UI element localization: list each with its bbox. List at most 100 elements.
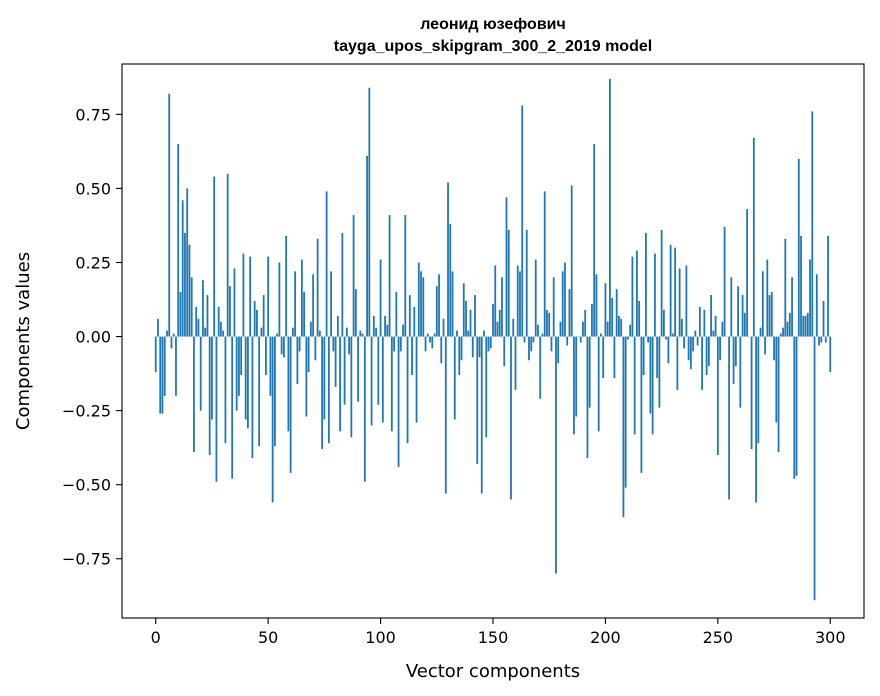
bar — [361, 333, 364, 337]
bar — [512, 318, 515, 337]
bar — [282, 336, 285, 358]
bar — [501, 277, 503, 337]
bar — [528, 336, 530, 361]
bar — [384, 315, 386, 337]
bar — [510, 336, 512, 500]
bar — [629, 324, 632, 337]
bar — [737, 286, 739, 337]
bar — [314, 336, 317, 361]
bar — [217, 306, 220, 337]
bar — [213, 176, 216, 337]
bar — [339, 336, 342, 432]
bar — [746, 209, 748, 337]
bar — [298, 336, 301, 352]
bar — [750, 336, 753, 450]
bar — [483, 330, 485, 337]
bar — [611, 298, 614, 337]
bar — [514, 336, 517, 390]
bar — [530, 336, 533, 352]
bar — [309, 321, 312, 337]
bar — [456, 330, 458, 337]
bar — [413, 306, 416, 337]
bar — [755, 336, 757, 503]
bar — [671, 333, 674, 337]
bar — [739, 336, 742, 408]
bar — [471, 336, 474, 358]
bar — [757, 336, 760, 444]
bars — [154, 78, 832, 601]
bar — [386, 324, 389, 337]
bar — [197, 318, 200, 337]
bar — [327, 336, 330, 444]
bar — [449, 223, 452, 337]
bar — [285, 235, 288, 337]
bar — [345, 327, 348, 337]
bar — [330, 271, 333, 337]
bar — [537, 324, 539, 337]
bar — [552, 277, 555, 337]
bar — [773, 336, 775, 361]
bar — [791, 277, 793, 337]
x-tick-label: 150 — [478, 628, 509, 647]
bar — [559, 321, 562, 337]
bar — [588, 336, 591, 408]
bar — [229, 286, 231, 337]
bar — [620, 318, 623, 337]
bar — [613, 336, 616, 379]
bar — [433, 333, 436, 337]
bar — [606, 321, 609, 337]
y-tick-label: −0.75 — [62, 550, 111, 569]
bar — [235, 336, 238, 411]
bar — [507, 229, 510, 337]
bar — [573, 336, 575, 435]
bar — [743, 312, 746, 337]
y-tick-label: 0.25 — [75, 253, 111, 272]
bar — [804, 315, 807, 337]
bar — [604, 283, 607, 337]
bar — [516, 265, 519, 337]
y-tick-label: −0.25 — [62, 402, 111, 421]
bar — [784, 238, 787, 337]
bar — [426, 333, 429, 337]
bar — [521, 105, 524, 337]
bar — [793, 336, 796, 479]
bar — [593, 143, 596, 337]
bar — [667, 336, 670, 364]
bar — [469, 309, 472, 337]
bar — [600, 333, 602, 337]
bar — [406, 336, 409, 444]
bar — [636, 250, 638, 337]
bar — [438, 274, 440, 337]
bar — [348, 336, 350, 355]
bar — [442, 318, 445, 337]
x-axis-ticks: 0 50 100 150 200 250 300 — [151, 618, 846, 647]
x-tick-label: 100 — [365, 628, 396, 647]
bar — [395, 292, 398, 337]
bar — [424, 336, 427, 352]
bar — [256, 309, 258, 337]
bar — [312, 274, 315, 337]
bar — [487, 336, 490, 352]
bar — [669, 244, 672, 337]
bar — [157, 318, 159, 337]
bar — [546, 309, 548, 337]
bar — [782, 327, 784, 337]
bar — [467, 330, 470, 337]
bar — [638, 301, 641, 337]
bar — [730, 277, 733, 337]
bar — [827, 235, 829, 337]
bar — [505, 197, 508, 337]
bar — [678, 268, 681, 337]
bar — [674, 247, 677, 337]
bar — [354, 289, 357, 337]
bar — [163, 336, 166, 396]
bar — [393, 336, 395, 352]
bar — [543, 191, 546, 337]
bar — [649, 336, 652, 414]
bar — [208, 336, 211, 456]
bar — [824, 336, 827, 343]
bar — [806, 312, 809, 337]
bar — [557, 336, 560, 364]
bar — [325, 191, 328, 337]
